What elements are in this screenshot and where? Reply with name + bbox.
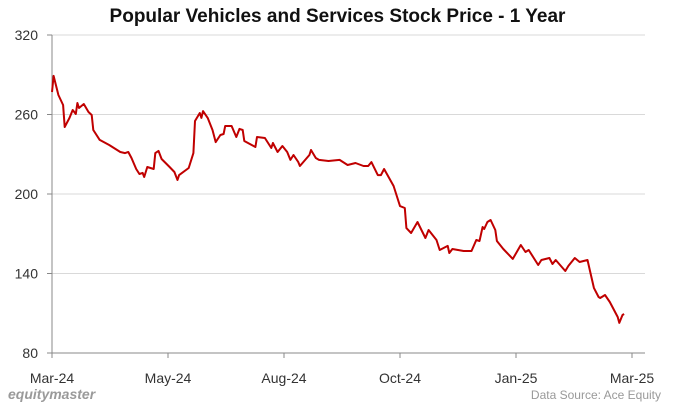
y-tick-label: 260 <box>15 107 39 123</box>
x-tick-label: Jan-25 <box>495 370 538 386</box>
chart-title: Popular Vehicles and Services Stock Pric… <box>109 6 566 27</box>
y-tick-label: 80 <box>22 345 38 361</box>
brand-logo: equitymaster <box>8 386 96 402</box>
y-tick-label: 140 <box>15 266 39 282</box>
x-tick-label: May-24 <box>145 370 192 386</box>
x-tick-label: Oct-24 <box>379 370 421 386</box>
price-line <box>51 74 625 324</box>
y-tick-label: 320 <box>15 27 39 43</box>
x-tick-label: Mar-25 <box>610 370 655 386</box>
y-tick-label: 200 <box>15 186 39 202</box>
data-source: Data Source: Ace Equity <box>530 388 661 402</box>
x-tick-label: Aug-24 <box>261 370 306 386</box>
x-tick-label: Mar-24 <box>30 370 75 386</box>
